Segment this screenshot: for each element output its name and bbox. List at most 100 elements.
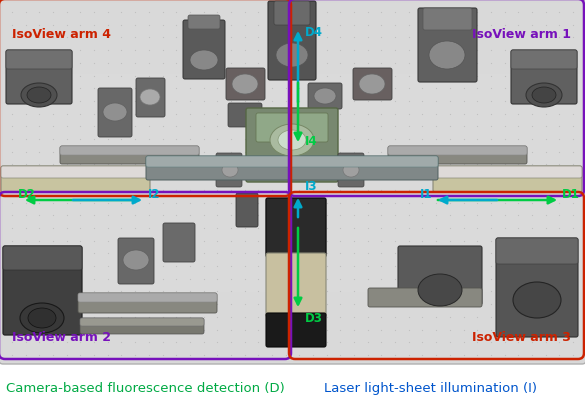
Ellipse shape xyxy=(278,130,306,150)
FancyBboxPatch shape xyxy=(6,50,72,104)
FancyBboxPatch shape xyxy=(246,108,338,182)
FancyBboxPatch shape xyxy=(228,103,262,127)
FancyBboxPatch shape xyxy=(388,146,527,164)
FancyBboxPatch shape xyxy=(268,1,316,80)
Bar xyxy=(3,310,582,316)
FancyBboxPatch shape xyxy=(496,238,578,264)
FancyBboxPatch shape xyxy=(98,88,132,137)
FancyBboxPatch shape xyxy=(418,8,477,82)
Bar xyxy=(3,204,582,210)
FancyBboxPatch shape xyxy=(236,193,258,227)
Bar xyxy=(3,150,582,156)
FancyBboxPatch shape xyxy=(1,166,150,192)
Bar xyxy=(3,91,582,97)
Ellipse shape xyxy=(123,250,149,270)
Ellipse shape xyxy=(359,74,385,94)
Ellipse shape xyxy=(190,50,218,70)
Ellipse shape xyxy=(20,303,64,333)
Bar xyxy=(3,74,582,80)
Ellipse shape xyxy=(140,89,160,105)
Bar xyxy=(3,345,582,351)
Text: D3: D3 xyxy=(305,312,323,325)
Text: I2: I2 xyxy=(148,189,160,202)
FancyBboxPatch shape xyxy=(353,68,392,100)
Ellipse shape xyxy=(276,43,308,67)
Bar xyxy=(3,304,582,310)
FancyBboxPatch shape xyxy=(256,113,328,142)
FancyBboxPatch shape xyxy=(6,50,72,69)
FancyBboxPatch shape xyxy=(308,83,342,109)
Bar xyxy=(3,274,582,280)
Bar xyxy=(3,221,582,227)
Bar xyxy=(3,3,582,9)
FancyBboxPatch shape xyxy=(0,0,585,364)
FancyBboxPatch shape xyxy=(163,223,195,262)
Bar xyxy=(3,292,582,298)
Text: D2: D2 xyxy=(18,189,36,202)
Ellipse shape xyxy=(513,282,561,318)
Bar xyxy=(3,192,582,198)
FancyBboxPatch shape xyxy=(60,146,199,155)
Bar xyxy=(3,44,582,50)
Bar xyxy=(3,322,582,328)
FancyBboxPatch shape xyxy=(188,15,220,29)
FancyBboxPatch shape xyxy=(216,153,242,187)
FancyBboxPatch shape xyxy=(433,166,582,192)
Bar xyxy=(3,80,582,86)
Bar xyxy=(3,145,582,150)
Ellipse shape xyxy=(343,163,359,177)
FancyBboxPatch shape xyxy=(78,293,217,313)
Bar xyxy=(3,233,582,239)
Bar xyxy=(3,9,582,15)
Bar xyxy=(3,162,582,168)
Bar xyxy=(3,168,582,174)
FancyBboxPatch shape xyxy=(274,1,310,25)
Bar xyxy=(3,50,582,56)
Text: D4: D4 xyxy=(305,26,323,39)
FancyBboxPatch shape xyxy=(80,318,204,326)
Bar xyxy=(3,351,582,357)
Bar xyxy=(3,268,582,274)
Bar xyxy=(3,62,582,68)
FancyBboxPatch shape xyxy=(266,198,326,257)
Ellipse shape xyxy=(526,83,562,107)
Bar xyxy=(3,239,582,245)
Text: IsoView arm 3: IsoView arm 3 xyxy=(472,331,571,344)
FancyBboxPatch shape xyxy=(496,238,578,337)
Bar xyxy=(3,286,582,292)
Bar xyxy=(3,198,582,204)
Text: IsoView arm 4: IsoView arm 4 xyxy=(12,28,111,41)
FancyBboxPatch shape xyxy=(136,78,165,117)
Bar xyxy=(3,56,582,62)
Bar xyxy=(3,127,582,133)
FancyBboxPatch shape xyxy=(423,8,472,30)
FancyBboxPatch shape xyxy=(3,246,82,270)
Bar xyxy=(3,68,582,74)
Ellipse shape xyxy=(314,88,336,104)
Bar xyxy=(3,115,582,121)
FancyBboxPatch shape xyxy=(511,50,577,104)
Text: I3: I3 xyxy=(305,180,318,193)
Ellipse shape xyxy=(27,87,51,103)
Bar xyxy=(3,216,582,221)
Text: Camera-based fluorescence detection (D): Camera-based fluorescence detection (D) xyxy=(6,382,284,395)
Ellipse shape xyxy=(28,308,56,328)
Ellipse shape xyxy=(21,83,57,107)
FancyBboxPatch shape xyxy=(398,246,482,305)
Bar xyxy=(3,339,582,345)
FancyBboxPatch shape xyxy=(226,68,265,100)
Bar xyxy=(3,227,582,233)
FancyBboxPatch shape xyxy=(433,166,582,178)
Bar xyxy=(3,15,582,21)
FancyBboxPatch shape xyxy=(368,288,482,307)
FancyBboxPatch shape xyxy=(80,318,204,334)
Bar xyxy=(3,133,582,139)
Text: I1: I1 xyxy=(419,189,432,202)
Ellipse shape xyxy=(429,41,465,69)
Bar xyxy=(3,97,582,103)
FancyBboxPatch shape xyxy=(266,313,326,347)
FancyBboxPatch shape xyxy=(266,253,326,317)
FancyBboxPatch shape xyxy=(78,293,217,302)
Text: I4: I4 xyxy=(305,135,318,148)
Ellipse shape xyxy=(222,163,238,177)
